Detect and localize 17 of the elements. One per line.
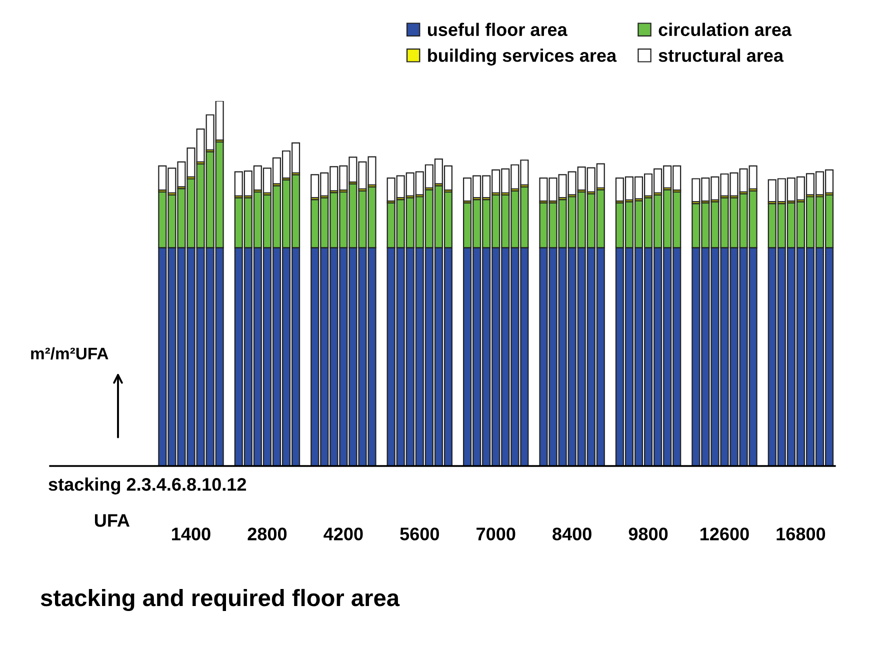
x-tick-label: 9800 xyxy=(628,528,668,540)
x-tick-label: 8400 xyxy=(552,528,592,540)
text: stacking 2.3.4.6.8.10.12 xyxy=(48,478,246,494)
text: stacking and required floor area xyxy=(40,588,400,612)
x-tick-label: 2800 xyxy=(248,528,287,540)
legend-label: circulation area xyxy=(658,22,792,36)
x-tick-label: 7000 xyxy=(476,528,516,540)
x-tick-label: 4200 xyxy=(324,528,363,540)
x-tick-label: 1400 xyxy=(172,528,210,540)
legend-label: building services area xyxy=(428,48,617,66)
x-tick-label: 16800 xyxy=(776,528,826,540)
text: UFA xyxy=(94,514,130,527)
x-tick-label: 5600 xyxy=(400,528,439,540)
legend-label: structural area xyxy=(658,48,784,62)
legend-label: useful floor area xyxy=(428,22,568,36)
x-tick-label: 12600 xyxy=(700,528,749,540)
y-axis-title: m²/m²UFA xyxy=(31,347,108,360)
